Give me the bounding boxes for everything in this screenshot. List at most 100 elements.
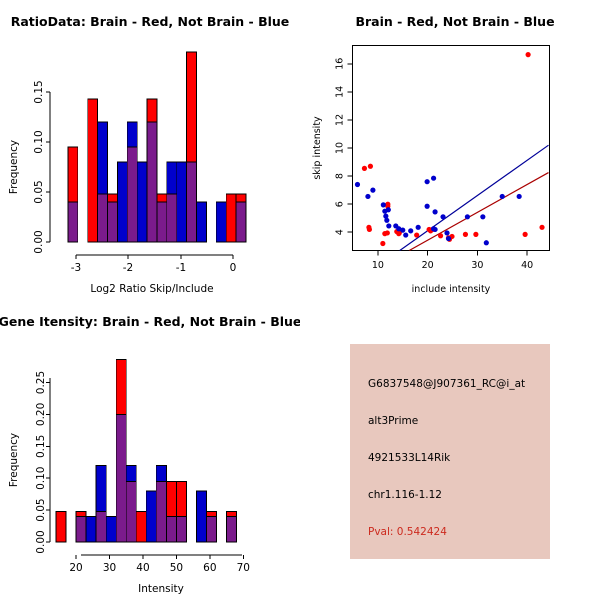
gene-y-ticklabel: 0.15 <box>35 435 47 458</box>
histogram-bar-segment <box>206 510 217 517</box>
histogram-bar-segment <box>165 480 177 517</box>
histogram-bar-segment <box>215 201 227 243</box>
scatter-point <box>384 217 390 223</box>
histogram-bar-segment <box>145 490 157 543</box>
scatter-point <box>480 214 486 220</box>
histogram-bar-segment <box>196 201 207 243</box>
scatter-title: Brain - Red, Not Brain - Blue <box>355 14 554 29</box>
ratio-y-ticklabel-1: 0.05 <box>33 180 45 203</box>
intensity-scatter-svg: Brain - Red, Not Brain - Blue 4 6 8 10 12 14 1… <box>312 14 555 295</box>
scatter-point <box>414 232 420 238</box>
scatter-x-ticklabel: 40 <box>521 260 533 271</box>
info-line-locus: chr1.116-1.12 <box>368 489 442 501</box>
gene-y-ticklabel: 0.10 <box>35 467 47 490</box>
ratio-x-axis-label: Log2 Ratio Skip/Include <box>90 283 213 295</box>
histogram-bar-segment <box>87 98 98 243</box>
scatter-point <box>400 227 406 233</box>
gene-y-ticklabel: 0.20 <box>35 403 47 426</box>
scatter-point <box>462 231 469 237</box>
gene-x-ticklabel: 20 <box>69 562 82 574</box>
histogram-bar-segment <box>75 510 87 517</box>
scatter-y-ticklabel: 12 <box>335 114 346 126</box>
histogram-bar-segment <box>146 98 158 123</box>
gene-x-ticklabel: 50 <box>170 562 183 574</box>
histogram-bar-segment <box>97 121 108 195</box>
histogram-bar-segment <box>126 121 138 148</box>
scatter-point <box>516 193 522 200</box>
scatter-point <box>525 52 531 58</box>
histogram-bar-segment <box>67 146 79 203</box>
scatter-point <box>361 165 368 171</box>
scatter-point <box>440 214 446 220</box>
histogram-bar-segment <box>186 51 197 163</box>
scatter-point <box>380 240 386 247</box>
scatter-point <box>464 214 471 220</box>
ratio-y-axis-label: Frequency <box>8 140 20 194</box>
gene-y-ticklabel: 0.00 <box>35 530 47 553</box>
gene-intensity-histogram-panel: Gene Itensity: Brain - Red, Not Brain - … <box>0 300 300 600</box>
scatter-fit-line <box>399 144 549 251</box>
histogram-bar-overlap <box>235 201 247 243</box>
scatter-point <box>383 213 389 219</box>
histogram-bar-segment <box>136 161 148 243</box>
gene-x-ticks: 20 30 40 50 60 70 <box>69 555 250 574</box>
histogram-bar-overlap <box>166 193 178 243</box>
histogram-bar-segment <box>115 359 127 415</box>
histogram-bar-segment <box>107 193 118 203</box>
scatter-y-ticklabel: 16 <box>335 58 346 70</box>
scatter-point <box>430 175 437 181</box>
gene-y-ticklabel: 0.25 <box>35 371 47 394</box>
ratio-x-ticklabel-2: -1 <box>176 262 186 274</box>
intensity-scatter-panel: Brain - Red, Not Brain - Blue 4 6 8 10 12 14 1… <box>300 0 600 300</box>
histogram-bar-segment <box>95 465 107 512</box>
scatter-point <box>384 230 390 236</box>
scatter-point <box>385 207 391 213</box>
scatter-point <box>408 228 414 234</box>
scatter-point <box>366 226 373 233</box>
histogram-bar-segment <box>226 510 238 517</box>
histogram-bar-segment <box>155 465 167 482</box>
info-line-probe-id: G6837548@J907361_RC@i_at <box>368 378 526 390</box>
scatter-x-ticklabel: 20 <box>422 260 434 271</box>
scatter-x-ticks: 10 20 30 40 <box>372 250 533 271</box>
gene-info-box: G6837548@J907361_RC@i_at alt3Prime 49215… <box>350 344 550 559</box>
scatter-point <box>499 193 505 200</box>
scatter-point <box>415 224 421 230</box>
gene-y-axis-label: Frequency <box>8 433 20 487</box>
histogram-bar-overlap <box>75 516 87 543</box>
histogram-bar-segment <box>105 516 117 543</box>
scatter-point <box>539 224 545 230</box>
gene-histogram-title: Gene Itensity: Brain - Red, Not Brain - … <box>0 314 300 329</box>
ratio-histogram-svg: RatioData: Brain - Red, Not Brain - Blue… <box>8 14 290 295</box>
scatter-point <box>354 181 361 188</box>
histogram-bar-overlap <box>165 516 177 543</box>
histogram-bar-segment <box>196 490 207 543</box>
scatter-point <box>367 163 374 169</box>
histogram-bar-overlap <box>107 201 118 243</box>
gene-x-ticklabel: 40 <box>136 562 149 574</box>
histogram-bar-segment <box>235 193 247 203</box>
histogram-bar-segment <box>135 510 147 543</box>
scatter-y-ticks: 4 6 8 10 12 14 16 <box>335 58 353 235</box>
histogram-bar-segment <box>85 516 97 543</box>
ratio-x-ticklabel-0: -3 <box>71 262 81 274</box>
ratio-histogram-panel: RatioData: Brain - Red, Not Brain - Blue… <box>0 0 300 300</box>
ratio-histogram-title: RatioData: Brain - Red, Not Brain - Blue <box>11 14 290 29</box>
histogram-bar-overlap <box>97 193 108 243</box>
scatter-points <box>354 52 545 247</box>
ratio-y-ticklabel-2: 0.10 <box>33 130 45 153</box>
scatter-x-axis-label: include intensity <box>412 284 491 295</box>
histogram-bar-overlap <box>156 201 168 243</box>
gene-histogram-svg: Gene Itensity: Brain - Red, Not Brain - … <box>0 314 300 595</box>
histogram-bar-segment <box>125 465 137 482</box>
scatter-point <box>444 230 450 236</box>
histogram-bar-overlap <box>176 516 187 543</box>
scatter-point <box>437 233 444 239</box>
histogram-bar-overlap <box>155 480 167 543</box>
scatter-point <box>522 231 528 237</box>
gene-info-panel: G6837548@J907361_RC@i_at alt3Prime 49215… <box>300 300 600 600</box>
scatter-y-ticklabel: 8 <box>335 173 346 179</box>
scatter-point <box>432 209 438 215</box>
histogram-bar-overlap <box>115 414 127 543</box>
gene-x-ticklabel: 60 <box>203 562 216 574</box>
